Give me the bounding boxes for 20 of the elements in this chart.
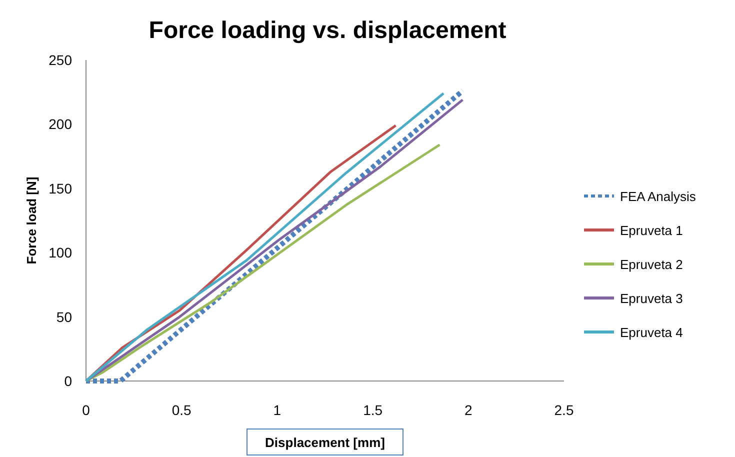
- y-tick-label: 200: [48, 116, 72, 132]
- x-tick-label: 1: [273, 402, 282, 418]
- y-tick-label: 0: [64, 373, 72, 389]
- y-axis-title: Force load [N]: [24, 176, 39, 264]
- y-tick-label: 50: [56, 308, 72, 325]
- chart-title: Force loading vs. displacement: [148, 17, 506, 44]
- x-tick-label: 0.5: [172, 402, 192, 418]
- legend-label: FEA Analysis: [620, 189, 696, 204]
- y-tick-label: 150: [48, 180, 72, 196]
- y-tick-label: 250: [48, 52, 72, 68]
- legend-label: Epruveta 2: [620, 257, 683, 272]
- x-tick-label: 2.5: [554, 402, 574, 418]
- legend-label: Epruveta 1: [620, 223, 683, 238]
- x-tick-label: 1.5: [363, 402, 383, 418]
- x-tick-label: 2: [464, 402, 472, 418]
- y-tick-label: 100: [48, 244, 72, 261]
- x-tick-label: 0: [82, 402, 90, 418]
- x-axis-title: Displacement [mm]: [265, 435, 385, 450]
- legend-label: Epruveta 4: [620, 325, 683, 340]
- legend-label: Epruveta 3: [620, 291, 683, 306]
